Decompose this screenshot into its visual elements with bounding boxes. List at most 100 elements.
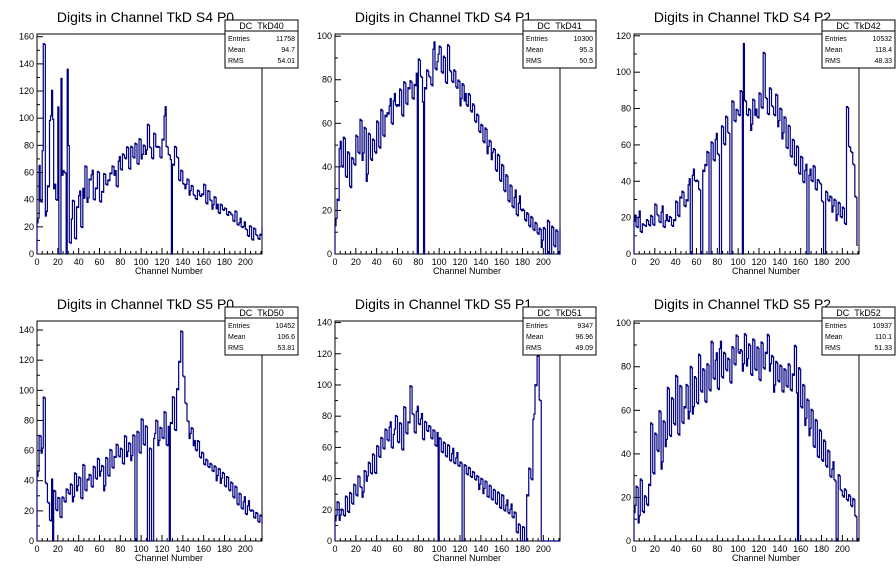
x-tick-label: 0: [332, 544, 337, 554]
x-tick-label: 0: [34, 544, 39, 554]
stats-box: [224, 306, 299, 356]
chart-panel: Digits in Channel TkD S5 P0 0 20 40 60 80 100 1…: [0, 287, 299, 574]
chart-title: Digits in Channel TkD S5 P2: [654, 296, 831, 312]
x-tick-label: 180: [814, 257, 829, 267]
plot-frame: [633, 320, 860, 542]
y-tick-label: 0: [626, 249, 631, 259]
y-tick-label: 100: [616, 67, 631, 77]
x-tick-label: 60: [94, 257, 104, 267]
stats-value: 10937: [873, 323, 893, 330]
stats-label: RMS: [526, 58, 542, 65]
y-tick-label: 80: [621, 104, 631, 114]
stats-value: 10300: [574, 36, 594, 43]
x-tick-label: 100: [432, 544, 447, 554]
x-tick-label: 200: [835, 257, 850, 267]
y-tick-label: 60: [621, 140, 631, 150]
x-tick-label: 180: [515, 544, 530, 554]
chart-title: Digits in Channel TkD S4 P1: [355, 9, 532, 25]
x-axis-label: Channel Number: [433, 553, 501, 563]
stats-value: 96.96: [575, 334, 593, 341]
y-tick-label: 100: [19, 385, 34, 395]
stats-label: Mean: [526, 47, 544, 54]
stats-box: [522, 19, 597, 69]
x-tick-label: 160: [793, 257, 808, 267]
x-tick-label: 80: [115, 257, 125, 267]
chart-title: Digits in Channel TkD S5 P0: [57, 296, 234, 312]
histogram-series-line: [633, 42, 858, 255]
stats-label: Entries: [825, 323, 847, 330]
x-tick-label: 60: [392, 257, 402, 267]
x-tick-label: 80: [413, 544, 423, 554]
x-tick-label: 200: [536, 544, 551, 554]
x-tick-label: 20: [351, 257, 361, 267]
chart-panel: Digits in Channel TkD S5 P1 0 20 40 60 80 100 1…: [298, 287, 597, 574]
stats-label: RMS: [526, 345, 542, 352]
y-tick-label: 100: [317, 31, 332, 41]
histogram-chart: Digits in Channel TkD S4 P0 0 20 40 60 80 100 1…: [19, 9, 299, 276]
y-tick-label: 120: [19, 355, 34, 365]
stats-label: Entries: [526, 36, 548, 43]
y-tick-label: 0: [29, 536, 34, 546]
y-tick-label: 60: [621, 405, 631, 415]
x-tick-label: 120: [154, 544, 169, 554]
y-tick-label: 60: [322, 118, 332, 128]
y-tick-label: 140: [19, 325, 34, 335]
y-tick-label: 20: [24, 222, 34, 232]
x-axis-label: Channel Number: [732, 553, 800, 563]
y-tick-label: 140: [317, 318, 332, 328]
plot-frame: [334, 33, 561, 255]
y-tick-label: 80: [621, 362, 631, 372]
y-tick-label: 80: [322, 411, 332, 421]
x-tick-label: 160: [494, 257, 509, 267]
histogram-chart: Digits in Channel TkD S4 P1 0 20 40 60 80 100 0…: [317, 9, 597, 276]
stats-value: 106.6: [277, 334, 295, 341]
x-axis-label: Channel Number: [433, 266, 501, 276]
histogram-chart: Digits in Channel TkD S4 P2 0 20 40 60 80 100 1…: [616, 9, 896, 276]
x-tick-label: 200: [835, 544, 850, 554]
plot-frame: [334, 320, 561, 542]
stats-value: 48.33: [874, 58, 892, 65]
stats-value: 118.4: [875, 47, 892, 54]
y-tick-label: 60: [24, 446, 34, 456]
chart-title: Digits in Channel TkD S4 P0: [57, 9, 234, 25]
x-tick-label: 60: [94, 544, 104, 554]
chart-panel: Digits in Channel TkD S4 P2 0 20 40 60 80 100 1…: [597, 0, 896, 287]
x-tick-label: 60: [691, 544, 701, 554]
x-tick-label: 100: [731, 544, 746, 554]
stats-label: Mean: [825, 47, 843, 54]
x-tick-label: 80: [115, 544, 125, 554]
x-tick-label: 180: [217, 544, 232, 554]
stats-value: 54.01: [277, 58, 295, 65]
y-tick-label: 20: [322, 205, 332, 215]
stats-box-name: DC_TkD42: [836, 21, 881, 31]
x-tick-label: 100: [134, 544, 149, 554]
x-tick-label: 160: [494, 544, 509, 554]
stats-value: 95.3: [579, 47, 593, 54]
stats-value: 11758: [276, 36, 295, 43]
x-tick-label: 100: [432, 257, 447, 267]
y-tick-label: 100: [616, 318, 631, 328]
stats-label: Mean: [825, 334, 843, 341]
stats-box-name: DC_TkD50: [239, 308, 284, 318]
x-tick-label: 0: [332, 257, 337, 267]
x-tick-label: 140: [473, 257, 488, 267]
stats-box: [522, 306, 597, 356]
y-tick-label: 20: [621, 213, 631, 223]
y-tick-label: 80: [24, 415, 34, 425]
x-tick-label: 0: [631, 257, 636, 267]
x-tick-label: 100: [731, 257, 746, 267]
x-tick-label: 60: [691, 257, 701, 267]
x-tick-label: 0: [34, 257, 39, 267]
x-tick-label: 180: [217, 257, 232, 267]
stats-label: Entries: [228, 36, 250, 43]
x-tick-label: 40: [74, 257, 84, 267]
y-tick-label: 60: [24, 168, 34, 178]
x-tick-label: 40: [372, 544, 382, 554]
chart-panel: Digits in Channel TkD S4 P1 0 20 40 60 80 100 0…: [298, 0, 597, 287]
x-tick-label: 40: [74, 544, 84, 554]
y-tick-label: 80: [24, 140, 34, 150]
y-tick-label: 0: [327, 536, 332, 546]
stats-value: 51.33: [874, 345, 892, 352]
y-tick-label: 40: [322, 162, 332, 172]
